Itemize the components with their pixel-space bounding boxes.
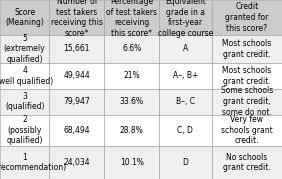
Text: Some schools
grant credit,
some do not.: Some schools grant credit, some do not.: [221, 86, 273, 117]
Text: 33.6%: 33.6%: [120, 97, 144, 106]
Text: 5
(extremely
qualified): 5 (extremely qualified): [4, 33, 45, 64]
Text: 79,947: 79,947: [63, 97, 90, 106]
Text: No schools
grant credit.: No schools grant credit.: [223, 153, 271, 172]
Bar: [159, 63, 212, 89]
Text: Most schools
grant credit.: Most schools grant credit.: [222, 66, 271, 86]
Text: 6.6%: 6.6%: [122, 44, 142, 53]
Bar: [159, 115, 212, 146]
Text: 4
(well qualified): 4 (well qualified): [0, 66, 53, 86]
Text: Most schools
grant credit.: Most schools grant credit.: [222, 39, 271, 59]
Bar: [212, 146, 282, 179]
Bar: [0, 63, 49, 89]
Text: Number of
test takers
receiving this
score*: Number of test takers receiving this sco…: [51, 0, 103, 38]
Text: Equivalent
grade in a
first-year
college course: Equivalent grade in a first-year college…: [158, 0, 213, 38]
Bar: [49, 115, 104, 146]
Bar: [0, 115, 49, 146]
Bar: [0, 146, 49, 179]
Text: 49,944: 49,944: [63, 71, 90, 80]
Text: 21%: 21%: [124, 71, 140, 80]
Bar: [212, 35, 282, 63]
Text: Very few
schools grant
credit.: Very few schools grant credit.: [221, 115, 273, 146]
Text: A–, B+: A–, B+: [173, 71, 198, 80]
Bar: [0, 35, 49, 63]
Bar: [104, 89, 159, 115]
Text: Percentage
of test takers
receiving
this score*: Percentage of test takers receiving this…: [106, 0, 157, 38]
Text: C, D: C, D: [177, 126, 193, 135]
Bar: [212, 0, 282, 35]
Bar: [159, 89, 212, 115]
Text: Score
(Meaning): Score (Meaning): [5, 8, 44, 27]
Bar: [159, 35, 212, 63]
Bar: [49, 89, 104, 115]
Bar: [0, 0, 49, 35]
Bar: [212, 89, 282, 115]
Bar: [159, 146, 212, 179]
Bar: [104, 146, 159, 179]
Bar: [104, 0, 159, 35]
Text: 2
(possibly
qualified): 2 (possibly qualified): [6, 115, 43, 146]
Bar: [212, 63, 282, 89]
Bar: [104, 63, 159, 89]
Bar: [212, 115, 282, 146]
Text: 3
(qualified): 3 (qualified): [5, 92, 45, 112]
Bar: [49, 146, 104, 179]
Bar: [49, 63, 104, 89]
Bar: [49, 35, 104, 63]
Bar: [0, 89, 49, 115]
Bar: [104, 115, 159, 146]
Text: 68,494: 68,494: [63, 126, 90, 135]
Text: A: A: [183, 44, 188, 53]
Text: Credit
granted for
this score?: Credit granted for this score?: [225, 2, 268, 33]
Text: 15,661: 15,661: [64, 44, 90, 53]
Bar: [104, 35, 159, 63]
Text: 24,034: 24,034: [63, 158, 90, 167]
Text: 1
(no recommendation): 1 (no recommendation): [0, 153, 66, 172]
Bar: [49, 0, 104, 35]
Text: 10.1%: 10.1%: [120, 158, 144, 167]
Text: B–, C: B–, C: [176, 97, 195, 106]
Text: D: D: [182, 158, 188, 167]
Text: 28.8%: 28.8%: [120, 126, 144, 135]
Bar: [159, 0, 212, 35]
